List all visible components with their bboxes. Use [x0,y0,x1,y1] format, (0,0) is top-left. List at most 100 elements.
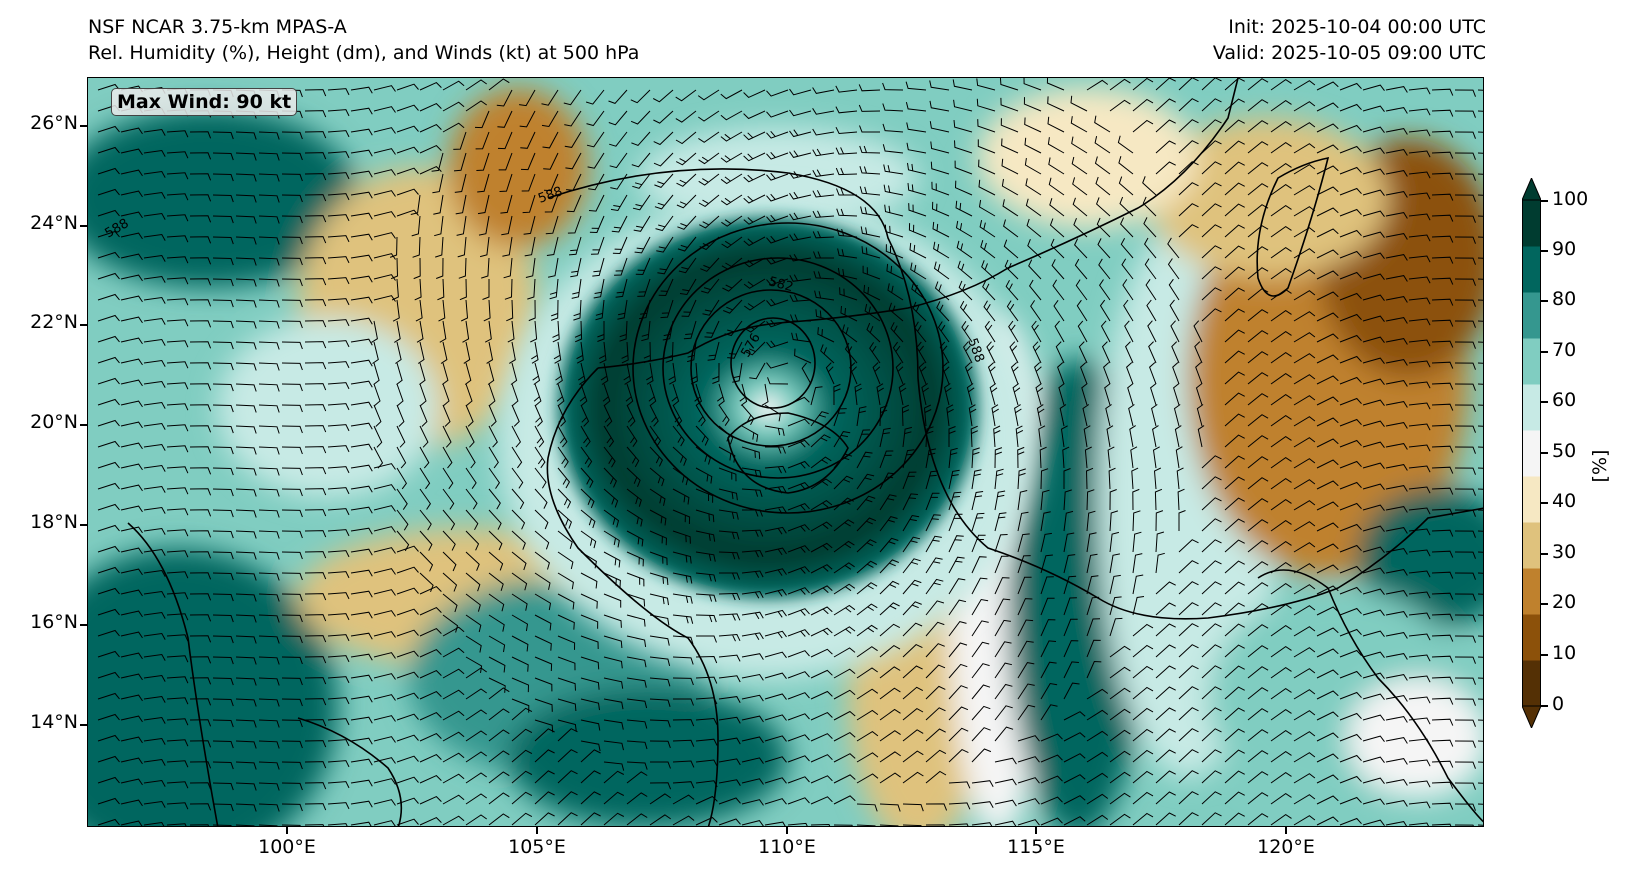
wind-barb [373,820,396,826]
wind-barb [396,104,419,112]
wind-barb [189,572,212,580]
wind-barb [856,688,879,700]
wind-barb [925,600,945,616]
wind-barb [580,770,601,784]
wind-barb [534,446,546,469]
wind-barb [1454,698,1476,706]
wind-barb [189,593,212,601]
wind-barb [1247,393,1269,406]
wind-barb [1224,665,1245,679]
wind-barb [810,796,833,805]
wind-barb [143,506,166,514]
wind-barb [1040,511,1051,532]
wind-barb [1293,80,1316,91]
wind-barb [281,488,303,497]
wind-barb [419,362,426,385]
wind-barb [212,593,234,602]
wind-barb [258,572,280,581]
wind-barb [189,152,212,160]
wind-barb [1362,357,1385,364]
wind-barb [350,821,372,826]
wind-barb [258,215,280,224]
wind-barb [460,299,469,322]
wind-barb [971,620,989,637]
wind-barb [571,278,582,299]
wind-barb [120,463,143,471]
wind-barb [1109,596,1122,616]
wind-barb [718,509,739,520]
wind-barb [589,215,605,234]
wind-barb [766,362,789,369]
wind-barb [465,404,474,427]
wind-barb [879,580,900,595]
wind-barb [1454,404,1476,412]
wind-barb [534,812,555,826]
wind-barb [442,467,454,490]
wind-barb [837,268,858,280]
wind-barb [459,278,467,301]
humidity-map[interactable]: 588 582 576 588 588 [88,78,1484,827]
wind-barb [1132,510,1141,532]
colorbar-segment [1522,476,1541,523]
wind-barb [1132,686,1154,700]
wind-barb [879,516,898,532]
wind-barb [1385,359,1408,366]
wind-barb [1362,630,1385,637]
wind-barb [961,321,973,343]
wind-barb [649,425,662,447]
wind-barb [603,719,624,730]
wind-barb [603,593,622,608]
wind-barb [120,778,143,786]
wind-barb [442,752,465,763]
wind-barb [918,362,927,385]
wind-barb [1362,336,1385,343]
wind-barb [500,194,513,214]
wind-barb [166,424,189,432]
wind-barb [166,613,189,621]
wind-barb [612,236,628,255]
wind-barb [718,818,741,826]
wind-barb [304,194,327,202]
wind-barb [413,257,421,280]
wind-barb [1155,602,1176,616]
wind-barb [977,139,996,154]
lon-tick-label: 115°E [1007,836,1065,858]
wind-barb [373,383,381,406]
wind-barb [719,572,740,580]
wind-barb [511,656,529,672]
wind-barb [1201,539,1222,553]
wind-barb [212,614,234,623]
wind-barb [1224,728,1245,742]
wind-barb [923,404,932,427]
wind-barb [971,705,991,721]
wind-barb [1132,78,1154,91]
wind-barb [373,190,396,197]
wind-barb [925,448,937,469]
wind-barb [905,81,927,91]
fields-subtitle: Rel. Humidity (%), Height (dm), and Wind… [88,42,640,64]
wind-barb [392,299,400,322]
wind-barb [1047,96,1065,112]
wind-barb [1103,362,1111,385]
wind-barb [304,740,327,748]
lat-tick-label: 18°N [30,511,78,533]
wind-barb [764,568,787,576]
wind-barb [1316,186,1339,196]
wind-barb [524,236,536,257]
wind-barb [1293,269,1316,280]
wind-barb [741,425,759,442]
wind-barb [695,425,709,446]
wind-barb [534,614,552,631]
wind-barb [825,362,835,385]
wind-barb [720,110,743,121]
wind-barb [1408,129,1431,137]
wind-barb [833,647,856,658]
wind-barb [1362,525,1385,532]
wind-barb [994,726,1014,742]
wind-barb [189,719,212,727]
wind-barb [948,556,965,574]
map-panel[interactable]: 588 582 576 588 588 Max Wind: 90 kt [87,77,1484,827]
wind-barb [281,656,303,665]
wind-barb [258,173,280,182]
wind-barb [465,730,487,742]
